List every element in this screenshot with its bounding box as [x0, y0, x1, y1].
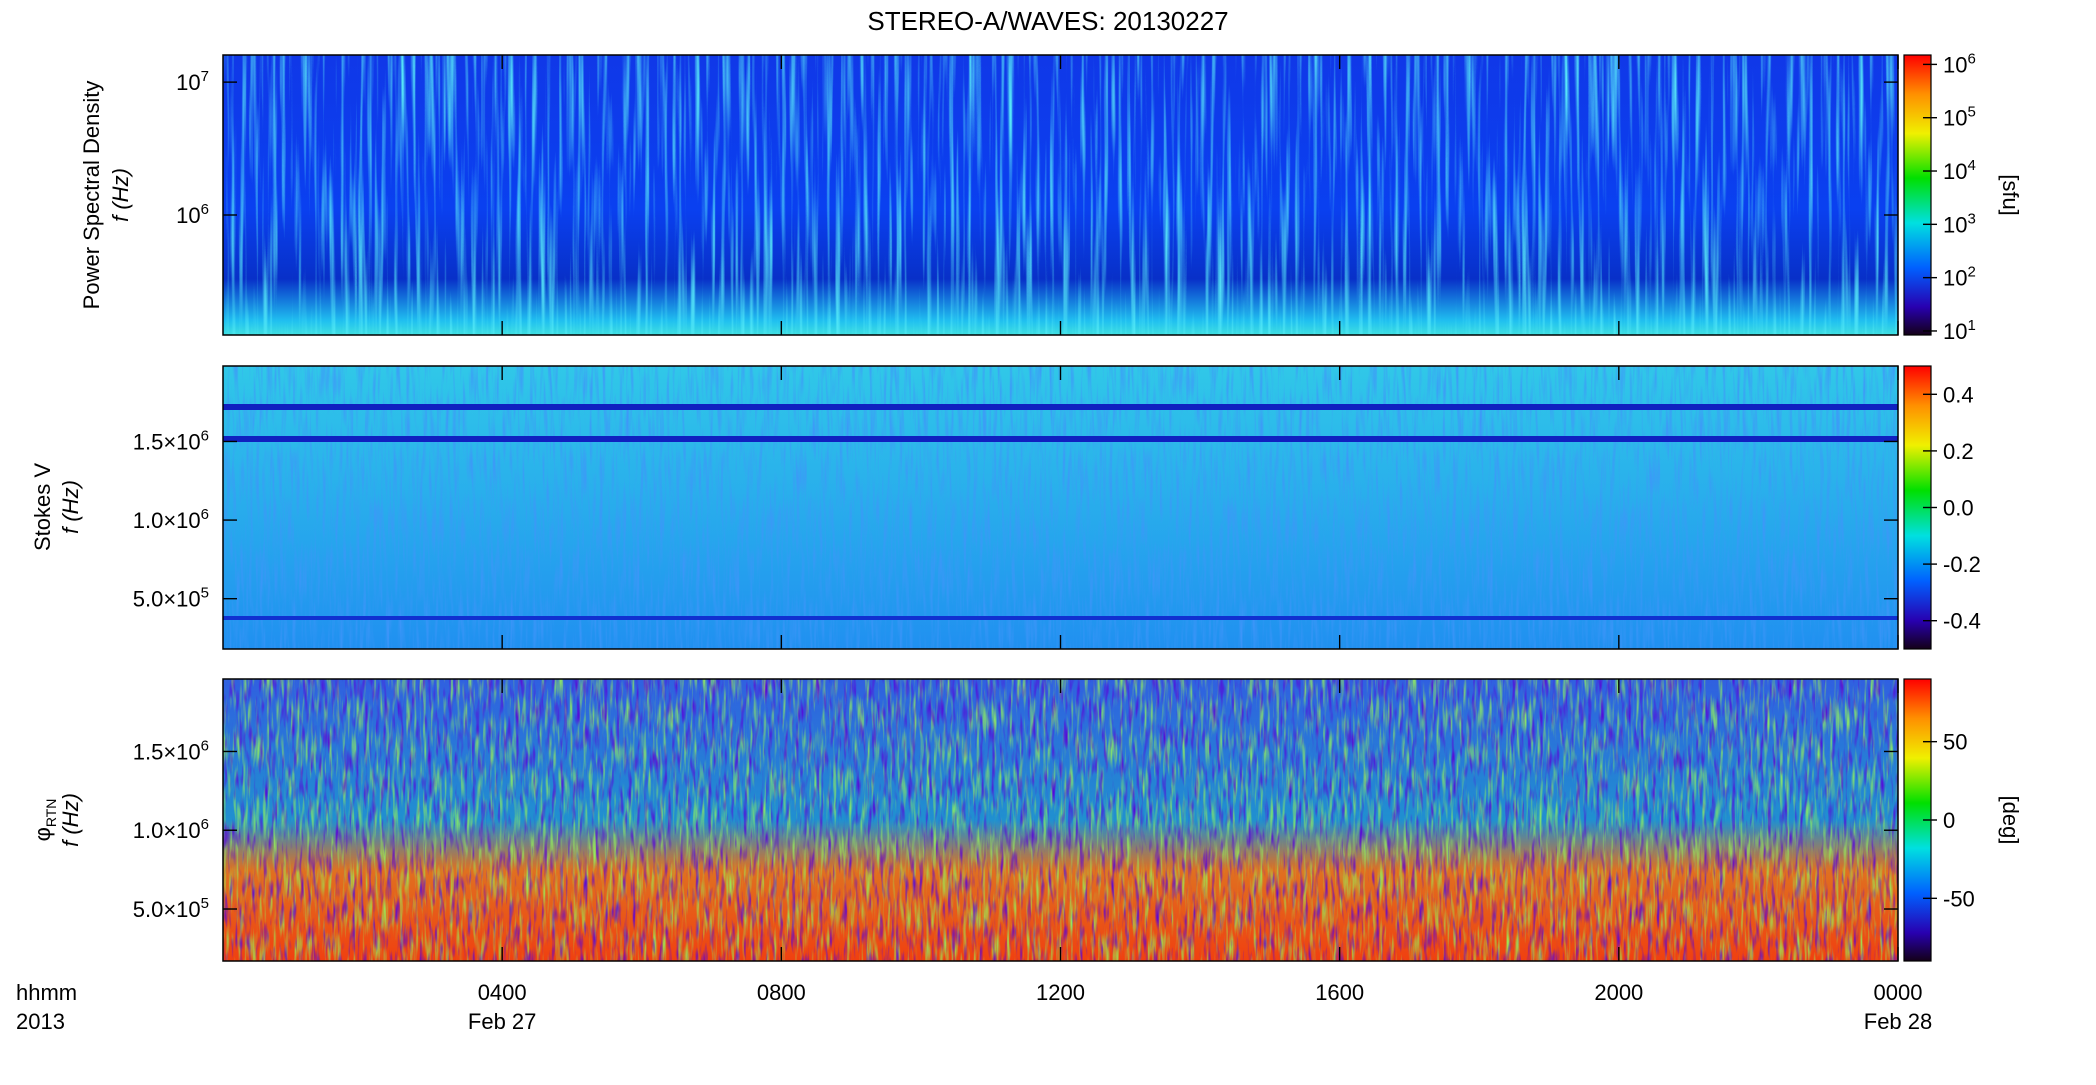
- y-axis-subscript: RTN: [43, 799, 59, 828]
- y-tick-label: 1.0×106: [133, 816, 209, 843]
- x-axis-label: 2013: [16, 1009, 65, 1034]
- y-axis-unit: f (Hz): [108, 168, 133, 222]
- colorbar-tick-label-base: 10: [1943, 266, 1967, 291]
- colorbar-tick-label: 0.2: [1943, 439, 1974, 464]
- x-tick-label-base: 1600: [1315, 980, 1364, 1005]
- colorbar-tick-label-exponent: 6: [1967, 50, 1975, 67]
- colorbar-tick-label-base: 0.0: [1943, 496, 1974, 521]
- colorbar-tick-label: -0.2: [1943, 552, 1981, 577]
- colorbar-tick-label-base: 10: [1943, 319, 1967, 344]
- y-axis-label: φRTN: [30, 799, 59, 842]
- x-tick-label-base: 0400: [478, 980, 527, 1005]
- colorbar-tick-label: 0.4: [1943, 382, 1974, 407]
- colorbar-tick-label-exponent: 4: [1967, 157, 1975, 174]
- colorbar-tick-label: -0.4: [1943, 609, 1981, 634]
- x-tick-label-base: 0800: [757, 980, 806, 1005]
- x-tick-label: 0800: [757, 980, 806, 1005]
- y-tick-label-exponent: 6: [201, 427, 209, 444]
- date-label: Feb 28: [1864, 1009, 1933, 1034]
- colorbar-tick-label-base: 10: [1943, 212, 1967, 237]
- x-tick-label: 2000: [1594, 980, 1643, 1005]
- y-tick-label: 106: [176, 201, 209, 228]
- y-tick-label-base: 1.0×10: [133, 818, 201, 843]
- colorbar-tick-label: 104: [1943, 157, 1976, 184]
- date-label: Feb 27: [468, 1009, 537, 1034]
- y-tick-label-exponent: 5: [201, 585, 209, 602]
- x-tick-label-base: 1200: [1036, 980, 1085, 1005]
- x-tick-label-base: 0000: [1874, 980, 1923, 1005]
- colorbar-tick-label-exponent: 3: [1967, 210, 1975, 227]
- colorbar-tick-label: 105: [1943, 104, 1976, 131]
- y-tick-label-base: 10: [176, 203, 200, 228]
- y-tick-label-base: 1.0×10: [133, 508, 201, 533]
- x-tick-label: 1600: [1315, 980, 1364, 1005]
- colorbar-tick-label-base: 10: [1943, 106, 1967, 131]
- y-tick-label-base: 10: [176, 70, 200, 95]
- y-tick-label: 1.5×106: [133, 737, 209, 764]
- colorbar-tick-label-exponent: 5: [1967, 104, 1975, 121]
- colorbar-tick-label: 50: [1943, 730, 1967, 755]
- y-tick-label: 5.0×105: [133, 585, 209, 612]
- x-axis-label: hhmm: [16, 980, 77, 1005]
- colorbar-tick-label: 0.0: [1943, 496, 1974, 521]
- colorbar-tick-label: 101: [1943, 317, 1976, 344]
- colorbar-label: [deg]: [1998, 796, 2023, 845]
- x-tick-label: 0000: [1874, 980, 1923, 1005]
- colorbar-tick-label-exponent: 1: [1967, 317, 1975, 334]
- x-tick-label: 1200: [1036, 980, 1085, 1005]
- y-tick-label: 1.5×106: [133, 427, 209, 454]
- y-axis-symbol: φ: [30, 827, 55, 841]
- colorbar-tick-label-base: 10: [1943, 159, 1967, 184]
- y-tick-label-base: 5.0×10: [133, 897, 201, 922]
- x-tick-label-base: 2000: [1594, 980, 1643, 1005]
- y-tick-label: 5.0×105: [133, 895, 209, 922]
- y-tick-label-exponent: 6: [201, 201, 209, 218]
- chart-title: STEREO-A/WAVES: 20130227: [867, 6, 1228, 36]
- colorbar-tick-label: 103: [1943, 210, 1976, 237]
- x-tick-label: 0400: [478, 980, 527, 1005]
- colorbar-tick-label-base: 10: [1943, 52, 1967, 77]
- colorbar-tick-label: 106: [1943, 50, 1976, 77]
- y-axis-unit: f (Hz): [58, 793, 83, 847]
- y-axis-label: Stokes V: [30, 463, 55, 551]
- y-tick-label-exponent: 6: [201, 506, 209, 523]
- y-tick-label: 1.0×106: [133, 506, 209, 533]
- y-tick-label: 107: [176, 68, 209, 95]
- colorbar-tick-label: 0: [1943, 808, 1955, 833]
- y-tick-label-exponent: 6: [201, 737, 209, 754]
- y-tick-label-base: 1.5×10: [133, 739, 201, 764]
- colorbar-tick-label: -50: [1943, 886, 1975, 911]
- y-tick-label-exponent: 5: [201, 895, 209, 912]
- y-tick-label-base: 1.5×10: [133, 429, 201, 454]
- colorbar-tick-label-exponent: 2: [1967, 264, 1975, 281]
- y-tick-label-exponent: 6: [201, 816, 209, 833]
- y-tick-label-base: 5.0×10: [133, 587, 201, 612]
- y-axis-unit: f (Hz): [58, 480, 83, 534]
- y-tick-label-exponent: 7: [201, 68, 209, 85]
- colorbar-label: [sfu]: [1998, 174, 2023, 216]
- panel-image: [223, 55, 1898, 961]
- y-axis-label: Power Spectral Density: [79, 81, 104, 310]
- colorbar: [1903, 54, 1932, 336]
- colorbar-tick-label: 102: [1943, 264, 1976, 291]
